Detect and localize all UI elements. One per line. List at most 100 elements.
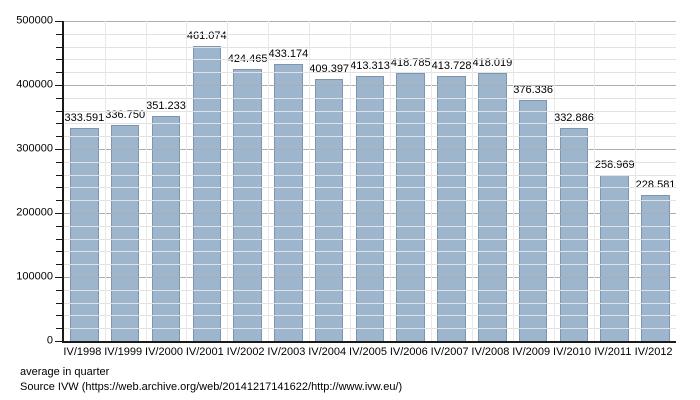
y-major-tick bbox=[55, 277, 62, 278]
x-axis-tick-label: IV/2007 bbox=[430, 346, 469, 358]
minor-gridline bbox=[64, 59, 676, 61]
minor-gridline bbox=[64, 110, 676, 112]
bar bbox=[274, 63, 303, 341]
major-gridline bbox=[64, 149, 676, 150]
major-gridline bbox=[64, 21, 676, 22]
bar bbox=[314, 79, 344, 341]
bar-slot: 433.174 bbox=[268, 21, 309, 341]
minor-gridline bbox=[64, 328, 676, 330]
vertical-gridline bbox=[104, 21, 106, 341]
bar-value-label: 333.591 bbox=[64, 111, 105, 124]
plot-area: 333.591 336.750 351.233 461.074 424.465 433.1… bbox=[55, 21, 676, 343]
y-minor-tick bbox=[56, 72, 62, 74]
bar-value-label: 336.750 bbox=[105, 109, 146, 122]
minor-gridline bbox=[64, 33, 676, 35]
bar bbox=[437, 76, 466, 341]
vertical-gridline bbox=[308, 21, 310, 341]
minor-gridline bbox=[64, 289, 676, 291]
bar-slot: 376.336 bbox=[513, 21, 554, 341]
bar-slot: 409.397 bbox=[309, 21, 350, 341]
bar bbox=[559, 127, 589, 341]
bar-slot: 258.969 bbox=[594, 21, 635, 341]
vertical-gridline bbox=[594, 21, 596, 341]
bar bbox=[192, 45, 222, 341]
y-major-tick bbox=[55, 85, 62, 86]
y-minor-tick bbox=[56, 225, 62, 227]
x-axis-tick-label: IV/2012 bbox=[634, 346, 673, 358]
y-major-tick bbox=[55, 149, 62, 150]
bars-container: 333.591 336.750 351.233 461.074 424.465 433.1… bbox=[64, 21, 676, 341]
bar bbox=[70, 127, 99, 341]
y-minor-tick bbox=[56, 174, 62, 176]
x-axis-tick-label: IV/2005 bbox=[349, 346, 387, 358]
bar-slot: 351.233 bbox=[146, 21, 187, 341]
x-axis-tick-label: IV/2004 bbox=[308, 346, 347, 358]
y-major-tick bbox=[55, 213, 62, 214]
y-axis-tick-label: 0 bbox=[46, 334, 53, 347]
bar-value-label: 228.581 bbox=[635, 178, 676, 191]
minor-gridline bbox=[64, 161, 676, 163]
bar-value-label: 332.886 bbox=[554, 111, 594, 124]
y-axis-tick-label: 300000 bbox=[16, 142, 53, 155]
bar-value-label: 376.336 bbox=[513, 84, 554, 97]
y-major-tick bbox=[55, 341, 62, 342]
bar bbox=[478, 73, 507, 341]
bar bbox=[396, 72, 426, 341]
y-minor-tick bbox=[56, 46, 62, 48]
bar-value-label: 409.397 bbox=[309, 63, 350, 75]
y-minor-tick bbox=[56, 289, 62, 291]
bar-value-label: 433.174 bbox=[268, 47, 309, 60]
vertical-gridline bbox=[349, 21, 351, 341]
bar-slot: 332.886 bbox=[554, 21, 595, 341]
y-minor-tick bbox=[56, 251, 62, 253]
minor-gridline bbox=[64, 72, 676, 74]
y-minor-tick bbox=[56, 110, 62, 112]
vertical-gridline bbox=[553, 21, 555, 341]
minor-gridline bbox=[64, 315, 676, 317]
minor-gridline bbox=[64, 187, 676, 189]
vertical-gridline bbox=[227, 21, 229, 341]
bar bbox=[110, 125, 140, 341]
minor-gridline bbox=[64, 251, 676, 253]
bar-value-label: 413.728 bbox=[431, 60, 472, 73]
y-minor-tick bbox=[56, 264, 62, 266]
bar-slot: 336.750 bbox=[105, 21, 146, 341]
bar-slot: 461.074 bbox=[186, 21, 227, 341]
minor-gridline bbox=[64, 174, 676, 176]
y-minor-tick bbox=[56, 328, 62, 330]
vertical-gridline bbox=[512, 21, 514, 341]
x-axis-tick-label: IV/2000 bbox=[145, 346, 183, 358]
vertical-gridline bbox=[186, 21, 188, 341]
y-minor-tick bbox=[56, 302, 62, 304]
y-minor-tick bbox=[56, 200, 62, 202]
bar bbox=[355, 76, 385, 341]
bar-value-label: 461.074 bbox=[186, 29, 227, 42]
bar bbox=[600, 175, 630, 341]
vertical-gridline bbox=[431, 21, 433, 341]
bar-slot: 228.581 bbox=[635, 21, 676, 341]
x-axis-tick-label: IV/2006 bbox=[389, 346, 428, 358]
minor-gridline bbox=[64, 200, 676, 202]
x-axis-tick-label: IV/2011 bbox=[594, 346, 632, 358]
vertical-gridline bbox=[635, 21, 637, 341]
bar-value-label: 424.465 bbox=[227, 53, 268, 66]
minor-gridline bbox=[64, 238, 676, 240]
x-axis-tick-label: IV/2003 bbox=[267, 346, 306, 358]
y-axis-tick-label: 100000 bbox=[16, 270, 53, 283]
major-gridline bbox=[64, 277, 676, 278]
x-axis-tick-label: IV/2010 bbox=[553, 346, 591, 358]
y-major-tick bbox=[55, 21, 62, 22]
y-axis-tick-label: 400000 bbox=[16, 78, 53, 91]
minor-gridline bbox=[64, 123, 676, 125]
vertical-gridline bbox=[268, 21, 269, 341]
bar-slot: 413.313 bbox=[350, 21, 391, 341]
source-note: Source IVW (https://web.archive.org/web/… bbox=[20, 381, 403, 393]
y-minor-tick bbox=[56, 136, 62, 138]
bar-slot: 333.591 bbox=[64, 21, 105, 341]
bar-value-label: 413.313 bbox=[350, 60, 390, 73]
minor-gridline bbox=[64, 46, 676, 48]
bar bbox=[641, 194, 670, 341]
bar bbox=[233, 69, 262, 341]
x-axis-tick-label: IV/2008 bbox=[471, 346, 510, 358]
